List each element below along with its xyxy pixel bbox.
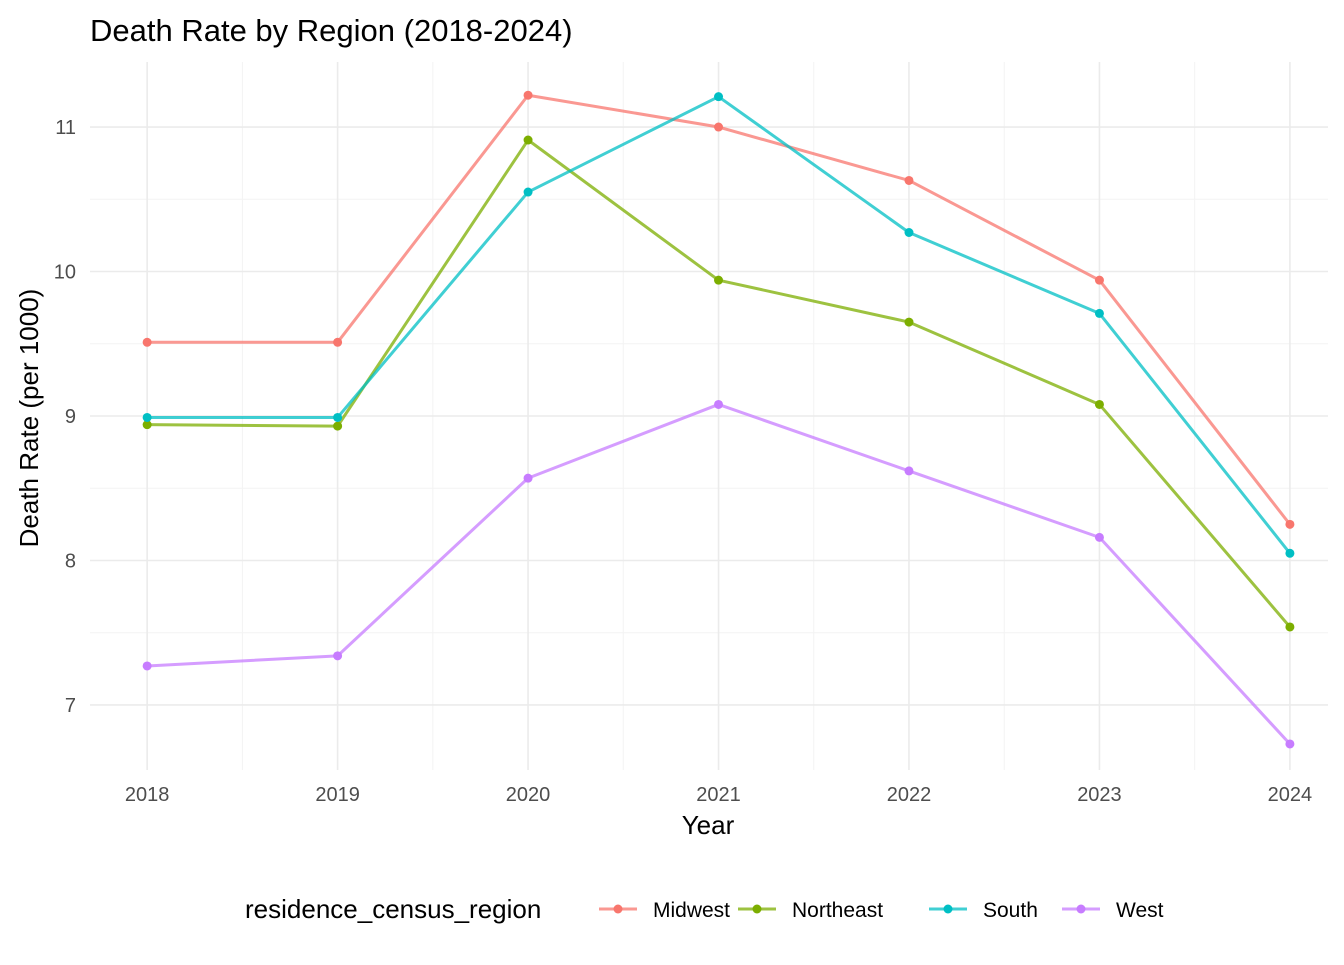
y-tick-label: 11 — [55, 117, 76, 139]
legend-key-point — [1076, 904, 1086, 914]
data-point-northeast — [714, 275, 724, 285]
legend-label: Midwest — [653, 899, 730, 922]
data-point-midwest — [1285, 519, 1295, 529]
data-point-south — [1285, 548, 1295, 558]
x-tick-label: 2020 — [506, 784, 551, 806]
x-tick-label: 2024 — [1268, 784, 1313, 806]
chart-title: Death Rate by Region (2018-2024) — [90, 13, 573, 48]
y-axis-ticks: 7 8 9 10 11 — [54, 117, 76, 717]
y-tick-label: 8 — [65, 550, 76, 572]
x-tick-label: 2019 — [315, 784, 360, 806]
data-point-northeast — [1094, 399, 1104, 409]
legend-key-point — [613, 904, 623, 914]
legend-item-midwest: Midwest — [599, 899, 730, 922]
series-midwest — [142, 90, 1295, 529]
series-west — [142, 399, 1295, 749]
data-point-northeast — [142, 420, 152, 430]
data-point-northeast — [1285, 622, 1295, 632]
series-northeast — [142, 135, 1295, 632]
data-point-south — [142, 412, 152, 422]
data-point-midwest — [333, 337, 343, 347]
y-tick-label: 10 — [54, 262, 76, 284]
x-axis-ticks: 2018 2019 2020 2021 2022 2023 2024 — [125, 784, 1312, 806]
data-point-west — [714, 399, 724, 409]
data-point-northeast — [904, 317, 914, 327]
legend-item-northeast: Northeast — [738, 899, 883, 922]
legend-item-west: West — [1062, 899, 1164, 922]
series-layer — [142, 90, 1295, 749]
legend-item-south: South — [929, 899, 1038, 922]
legend-title: residence_census_region — [245, 894, 541, 924]
x-tick-label: 2021 — [696, 784, 741, 806]
legend: residence_census_region Midwest Northeast… — [245, 894, 1164, 924]
y-tick-label: 9 — [65, 406, 76, 428]
data-point-midwest — [1094, 275, 1104, 285]
x-tick-label: 2023 — [1077, 784, 1122, 806]
data-point-south — [714, 92, 724, 102]
data-point-midwest — [523, 90, 533, 100]
data-point-west — [333, 651, 343, 661]
data-point-south — [1094, 308, 1104, 318]
legend-label: Northeast — [792, 899, 883, 922]
y-tick-label: 7 — [65, 695, 76, 717]
legend-label: West — [1116, 899, 1164, 922]
data-point-midwest — [904, 175, 914, 185]
legend-key-point — [752, 904, 762, 914]
x-tick-label: 2018 — [125, 784, 170, 806]
data-point-west — [523, 473, 533, 483]
series-south — [142, 92, 1295, 558]
x-tick-label: 2022 — [887, 784, 932, 806]
data-point-west — [1094, 532, 1104, 542]
y-axis-title: Death Rate (per 1000) — [14, 289, 44, 548]
data-point-west — [904, 466, 914, 476]
data-point-northeast — [523, 135, 533, 145]
data-point-south — [523, 187, 533, 197]
legend-label: South — [983, 899, 1038, 922]
data-point-south — [904, 227, 914, 237]
data-point-midwest — [714, 122, 724, 132]
x-axis-title: Year — [682, 810, 735, 840]
data-point-south — [333, 412, 343, 422]
data-point-midwest — [142, 337, 152, 347]
legend-key-point — [943, 904, 953, 914]
data-point-northeast — [333, 421, 343, 431]
data-point-west — [1285, 739, 1295, 749]
data-point-west — [142, 661, 152, 671]
